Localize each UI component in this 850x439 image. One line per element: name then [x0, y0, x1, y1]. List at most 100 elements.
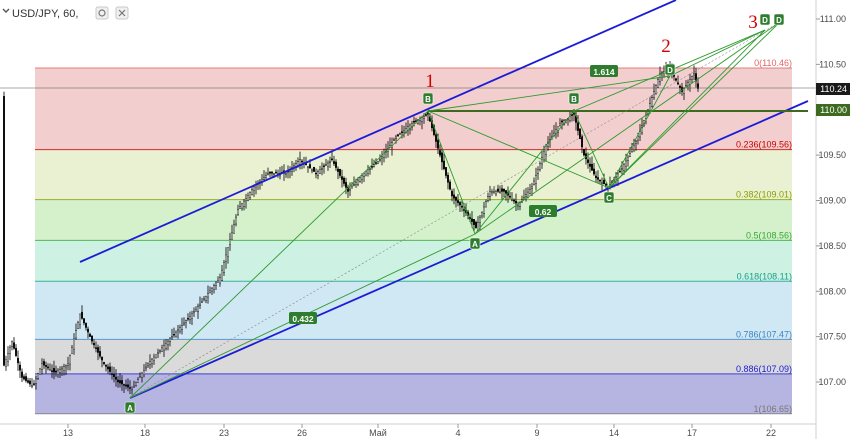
candle-body	[401, 131, 403, 133]
candle-body	[147, 363, 149, 366]
fib-level-label: 0.382(109.01)	[736, 190, 792, 200]
candle-body	[181, 325, 183, 330]
candle-body	[111, 373, 113, 375]
candle-body	[155, 354, 157, 359]
candle-body	[7, 353, 9, 362]
candle-body	[121, 380, 123, 385]
candle-body	[511, 199, 513, 201]
candle-body	[57, 370, 59, 376]
candle-body	[101, 356, 103, 361]
candle-body	[163, 345, 165, 351]
candle-body	[29, 380, 31, 385]
close-icon[interactable]	[115, 6, 129, 20]
candle-body	[273, 173, 275, 175]
candle-body	[133, 385, 135, 388]
symbol-title: USD/JPY, 60,	[12, 8, 78, 20]
price-tick-label: 111.00	[820, 14, 846, 24]
price-tick-label: 109.50	[818, 150, 846, 160]
candle-body	[3, 95, 5, 366]
candle-body	[223, 262, 225, 273]
candle-body	[63, 366, 65, 371]
candle-body	[201, 301, 203, 303]
candle-body	[447, 174, 449, 183]
candle-body	[85, 322, 87, 328]
channel-lower-line	[129, 100, 809, 399]
last-price-value: 110.24	[820, 84, 847, 94]
candle-body	[175, 331, 177, 337]
candle-body	[399, 133, 401, 135]
candle-body	[183, 322, 185, 325]
candle-body	[463, 209, 465, 211]
candle-body	[239, 206, 241, 209]
candle-body	[325, 164, 327, 166]
candle-body	[307, 166, 309, 168]
candle-body	[45, 365, 47, 367]
candle-body	[301, 160, 303, 163]
candle-body	[577, 122, 579, 131]
candle-body	[459, 202, 461, 206]
fib-band	[35, 199, 792, 241]
candle-body	[95, 347, 97, 349]
candle-body	[493, 191, 495, 193]
price-tick-label: 110.50	[819, 59, 846, 69]
candle-body	[27, 380, 29, 383]
candle-body	[9, 347, 11, 354]
candle-body	[237, 209, 239, 215]
candle-body	[633, 145, 635, 151]
candle-body	[125, 384, 127, 387]
candle-body	[475, 221, 477, 228]
candle-body	[489, 191, 491, 197]
candle-body	[47, 366, 49, 369]
candle-body	[353, 184, 355, 186]
candle-body	[191, 313, 193, 319]
candle-body	[317, 171, 319, 176]
candle-body	[481, 211, 483, 217]
candle-body	[589, 163, 591, 167]
level-price-value: 110.00	[820, 105, 847, 115]
candle-body	[403, 129, 405, 133]
candle-body	[197, 306, 199, 312]
candle-body	[561, 120, 563, 123]
candle-body	[337, 168, 339, 172]
fib-level-label: 0.5(108.56)	[746, 230, 792, 240]
candle-body	[579, 128, 581, 139]
candle-body	[529, 189, 531, 194]
candle-body	[581, 136, 583, 148]
candle-body	[119, 380, 121, 384]
candle-body	[13, 342, 15, 349]
candle-body	[495, 191, 497, 195]
candle-body	[225, 254, 227, 262]
candle-body	[345, 182, 347, 188]
pattern-point-box	[469, 237, 481, 250]
candle-body	[515, 200, 517, 204]
candle-body	[21, 371, 23, 378]
harmonic-pattern-line	[608, 75, 671, 189]
candle-body	[251, 189, 253, 195]
candle-body	[105, 364, 107, 367]
candle-body	[139, 376, 141, 378]
harmonic-pattern-line	[669, 29, 766, 77]
candle-body	[599, 179, 601, 182]
settings-icon[interactable]	[95, 6, 109, 20]
candle-body	[83, 318, 85, 324]
pattern-point-box	[124, 401, 136, 414]
fib-band	[35, 373, 792, 414]
fib-level-label: 1(106.65)	[753, 404, 792, 414]
candle-body	[151, 359, 153, 365]
candle-body	[509, 195, 511, 198]
wave-count-label: 3	[748, 12, 758, 33]
candle-body	[253, 186, 255, 191]
candle-body	[691, 76, 693, 80]
chevron-down-icon[interactable]	[2, 8, 10, 13]
harmonic-pattern-line	[427, 110, 610, 189]
pattern-point-box	[603, 191, 615, 204]
candle-body	[523, 197, 525, 200]
candle-body	[123, 384, 125, 386]
time-tick-label: 17	[687, 428, 697, 438]
pattern-point-label: B	[571, 95, 577, 104]
candle-body	[383, 153, 385, 158]
candle-body	[351, 186, 353, 189]
projection-dotted-line	[129, 21, 781, 399]
price-tick-label: 107.00	[818, 377, 846, 387]
